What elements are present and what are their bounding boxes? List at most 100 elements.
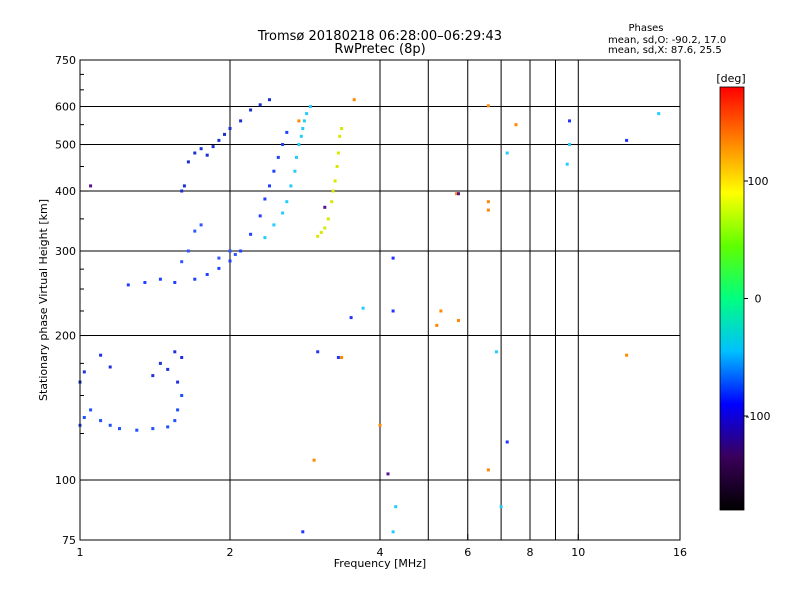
- y-tick-label: 300: [55, 245, 76, 258]
- data-point: [391, 256, 395, 260]
- data-point: [82, 370, 86, 374]
- data-point: [228, 127, 232, 130]
- data-point: [439, 309, 443, 313]
- data-point: [514, 123, 518, 127]
- x-tick-label: 8: [527, 546, 534, 559]
- data-point: [217, 256, 221, 260]
- data-point: [151, 374, 155, 378]
- colorbar-unit: [deg]: [716, 72, 745, 85]
- data-point: [176, 408, 180, 412]
- phases-x-line: mean, sd,X: 87.6, 25.5: [608, 45, 722, 56]
- data-point: [302, 119, 306, 123]
- data-point: [135, 428, 139, 432]
- data-point: [272, 223, 276, 227]
- data-point: [281, 143, 285, 146]
- data-point: [186, 160, 190, 164]
- data-point: [625, 353, 629, 357]
- data-point: [217, 138, 221, 142]
- data-point: [494, 350, 498, 354]
- data-point: [239, 119, 243, 123]
- data-point: [352, 98, 356, 102]
- data-point: [258, 214, 262, 218]
- data-point: [223, 132, 226, 136]
- x-tick-label: 4: [377, 546, 384, 559]
- data-point: [263, 197, 267, 201]
- data-point: [336, 356, 340, 359]
- data-point: [568, 143, 571, 146]
- y-tick-labels: 75 100 200 300 400 500 600 750: [55, 54, 88, 547]
- data-point: [378, 423, 382, 427]
- data-point: [499, 505, 503, 509]
- data-point: [118, 427, 121, 431]
- phases-o-line: mean, sd,O: -90.2, 17.0: [608, 35, 726, 46]
- data-point: [505, 440, 509, 444]
- data-point: [289, 184, 293, 188]
- y-tick-label: 400: [55, 185, 76, 198]
- data-point: [182, 184, 186, 188]
- data-point: [301, 530, 305, 534]
- data-point: [108, 365, 112, 369]
- data-point: [308, 105, 312, 108]
- x-tick-label: 1: [77, 546, 84, 559]
- data-point: [228, 249, 232, 253]
- data-point: [82, 416, 86, 419]
- data-point: [301, 127, 305, 130]
- data-point: [297, 143, 301, 146]
- data-point: [205, 273, 209, 276]
- x-tick-label: 2: [227, 546, 234, 559]
- y-tick-label: 200: [55, 330, 76, 343]
- data-point: [386, 472, 390, 476]
- data-point: [211, 145, 215, 149]
- data-point: [233, 253, 237, 256]
- data-point: [158, 361, 162, 365]
- x-tick-label: 6: [464, 546, 471, 559]
- data-point: [319, 230, 323, 234]
- data-point: [199, 147, 203, 151]
- data-point: [217, 266, 221, 270]
- data-point: [565, 162, 569, 166]
- data-point: [305, 112, 309, 116]
- data-point: [293, 169, 297, 173]
- chart-subtitle: RwPretec (8p): [334, 42, 425, 57]
- colorbar: [719, 86, 745, 511]
- data-point: [173, 350, 177, 354]
- data-point: [316, 234, 320, 238]
- data-point: [335, 165, 339, 168]
- data-point: [158, 277, 162, 281]
- x-tick-label: 10: [571, 546, 585, 559]
- data-point: [180, 260, 184, 264]
- data-point: [391, 309, 395, 313]
- y-tick-label: 750: [55, 54, 76, 67]
- y-minor-ticks: [80, 73, 84, 435]
- data-point: [340, 356, 344, 359]
- data-point: [205, 153, 209, 157]
- data-point: [268, 184, 271, 188]
- data-point: [486, 200, 490, 204]
- y-axis-title: Stationary phase Virtual Height [km]: [37, 199, 50, 401]
- y-tick-label: 500: [55, 139, 76, 152]
- data-point: [486, 208, 490, 212]
- data-point: [657, 112, 661, 116]
- data-point: [330, 200, 334, 204]
- data-point: [457, 192, 460, 196]
- data-point: [126, 283, 130, 287]
- data-point: [338, 134, 342, 138]
- data-point: [391, 530, 395, 534]
- x-tick-labels: 1 2 4 6 8 10 16: [77, 534, 687, 559]
- data-point: [186, 249, 190, 253]
- data-point: [276, 155, 280, 159]
- data-point: [316, 350, 320, 354]
- grid-layer: [80, 60, 680, 540]
- data-point: [108, 423, 112, 427]
- data-point: [173, 281, 177, 284]
- chart-title: Tromsø 20180218 06:28:00–06:29:43: [257, 29, 502, 44]
- data-point: [394, 505, 398, 509]
- data-point: [239, 249, 243, 253]
- data-point: [505, 151, 509, 155]
- data-point: [340, 127, 344, 130]
- points-layer: [78, 98, 661, 534]
- data-point: [457, 319, 460, 322]
- data-point: [199, 223, 203, 227]
- data-point: [180, 356, 184, 359]
- data-point: [249, 232, 253, 236]
